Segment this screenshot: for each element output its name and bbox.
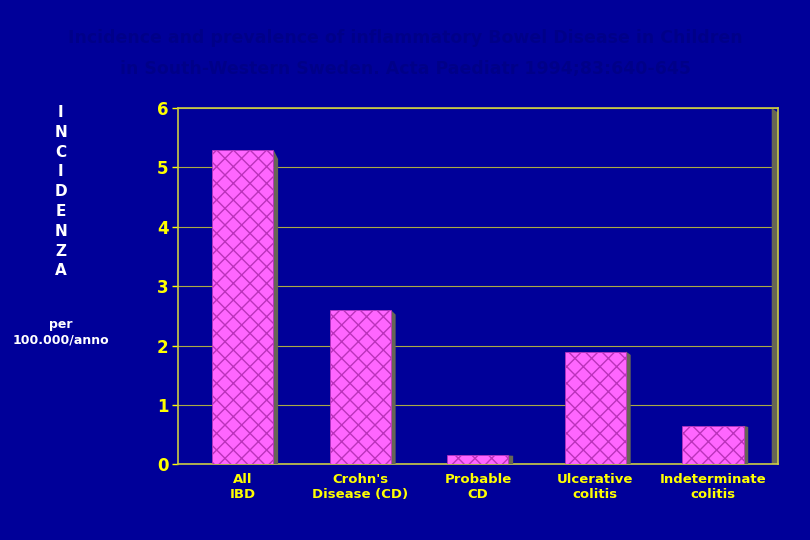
Text: in South-Western Sweden. Acta Paediatr 1994;83:640-645: in South-Western Sweden. Acta Paediatr 1… <box>120 60 690 78</box>
Polygon shape <box>744 426 748 464</box>
Polygon shape <box>626 352 631 464</box>
Polygon shape <box>184 464 790 477</box>
Text: I
N
C
I
D
E
N
Z
A: I N C I D E N Z A <box>54 105 67 279</box>
Text: per
100.000/anno: per 100.000/anno <box>12 318 109 347</box>
Bar <box>447 455 509 464</box>
Text: Incidence and prevalence of inflammatory Bowel Disease in Children: Incidence and prevalence of inflammatory… <box>68 29 742 47</box>
Bar <box>565 352 626 464</box>
Bar <box>330 310 391 464</box>
Polygon shape <box>274 150 278 464</box>
Bar <box>212 150 274 464</box>
Polygon shape <box>772 108 790 477</box>
Bar <box>682 426 744 464</box>
Polygon shape <box>391 310 395 464</box>
Polygon shape <box>509 455 514 464</box>
